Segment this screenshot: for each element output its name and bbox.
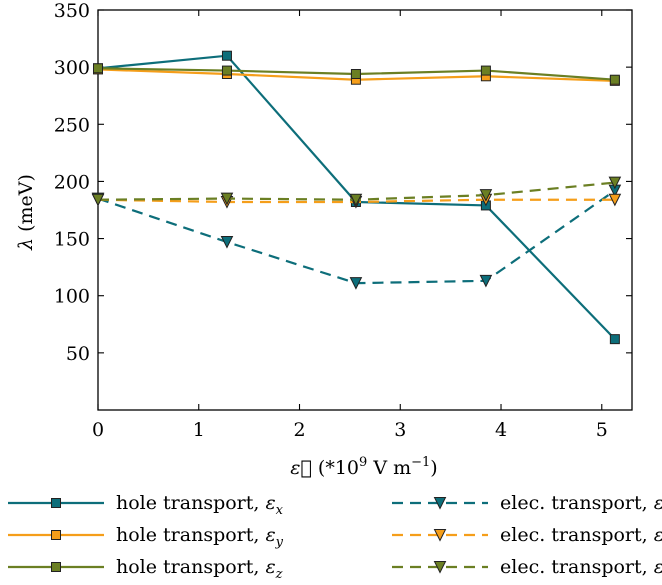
data-point xyxy=(93,63,103,74)
legend-label: elec. transport, εx xyxy=(500,492,662,518)
data-point xyxy=(479,274,493,288)
y-tick-label: 250 xyxy=(54,114,90,136)
x-axis-unit-exp: 9 xyxy=(359,455,367,470)
legend-label: elec. transport, εy xyxy=(500,524,662,550)
data-point xyxy=(608,176,622,190)
data-point xyxy=(479,189,493,202)
y-tick-label: 150 xyxy=(54,229,90,251)
legend-label: hole transport, εy xyxy=(116,524,284,550)
legend-item: elec. transport, εx xyxy=(392,492,662,518)
legend-item: hole transport, εz xyxy=(8,556,283,582)
legend-label: elec. transport, εz xyxy=(500,556,662,582)
legend-marker xyxy=(51,562,61,572)
x-axis-unit-exp2: −1 xyxy=(411,455,430,470)
y-axis-symbol: λ xyxy=(15,238,37,251)
plot-frame xyxy=(97,9,633,411)
x-tick-label: 0 xyxy=(92,419,104,441)
legend-marker xyxy=(51,530,61,540)
data-point xyxy=(91,193,105,207)
y-axis-ticks: 50 100 150 200 250 300 350 xyxy=(54,0,632,365)
y-tick-label: 300 xyxy=(54,57,90,79)
data-point xyxy=(220,236,234,249)
x-axis-label: ε⃗ (*109 V m−1) xyxy=(290,455,437,479)
data-point xyxy=(609,74,620,85)
data-point xyxy=(221,65,232,76)
legend-item: hole transport, εy xyxy=(8,524,284,550)
legend-marker xyxy=(433,561,447,574)
data-point xyxy=(349,277,363,290)
y-tick-label: 200 xyxy=(54,171,90,193)
x-axis-unit-open: (*10 xyxy=(312,457,359,479)
series-3 xyxy=(93,63,620,85)
data-point xyxy=(480,65,491,76)
x-axis-unit-mid: V m xyxy=(367,457,411,479)
series-layer xyxy=(91,50,622,345)
legend-marker xyxy=(433,497,447,510)
y-axis-unit: (meV) xyxy=(15,174,37,238)
x-axis-unit-close: ) xyxy=(430,457,437,479)
y-tick-label: 350 xyxy=(54,0,90,22)
legend-item: elec. transport, εy xyxy=(392,524,662,550)
legend: hole transport, εx elec. transport, εx hol… xyxy=(8,492,662,582)
legend-marker xyxy=(433,529,447,542)
data-point xyxy=(221,50,232,61)
x-tick-label: 5 xyxy=(596,419,608,441)
data-point xyxy=(350,69,361,79)
x-tick-label: 4 xyxy=(495,419,507,441)
data-point xyxy=(608,193,622,207)
legend-label: hole transport, εz xyxy=(116,556,283,582)
legend-label: hole transport, εx xyxy=(116,492,284,518)
data-point xyxy=(349,193,363,207)
data-point xyxy=(609,334,620,345)
x-tick-label: 2 xyxy=(293,419,305,441)
series-6 xyxy=(91,176,622,207)
y-tick-label: 100 xyxy=(54,286,90,308)
data-point xyxy=(220,192,234,206)
x-axis-ticks: 0 1 2 3 4 5 xyxy=(92,10,608,441)
legend-item: elec. transport, εz xyxy=(392,556,662,582)
x-tick-label: 1 xyxy=(193,419,205,441)
legend-marker xyxy=(51,498,61,508)
x-axis-symbol: ε⃗ xyxy=(290,457,312,479)
y-axis-label: λ (meV) xyxy=(15,174,37,251)
plot-area xyxy=(97,9,633,411)
x-tick-label: 3 xyxy=(394,419,406,441)
legend-item: hole transport, εx xyxy=(8,492,284,518)
y-tick-label: 50 xyxy=(66,343,90,365)
